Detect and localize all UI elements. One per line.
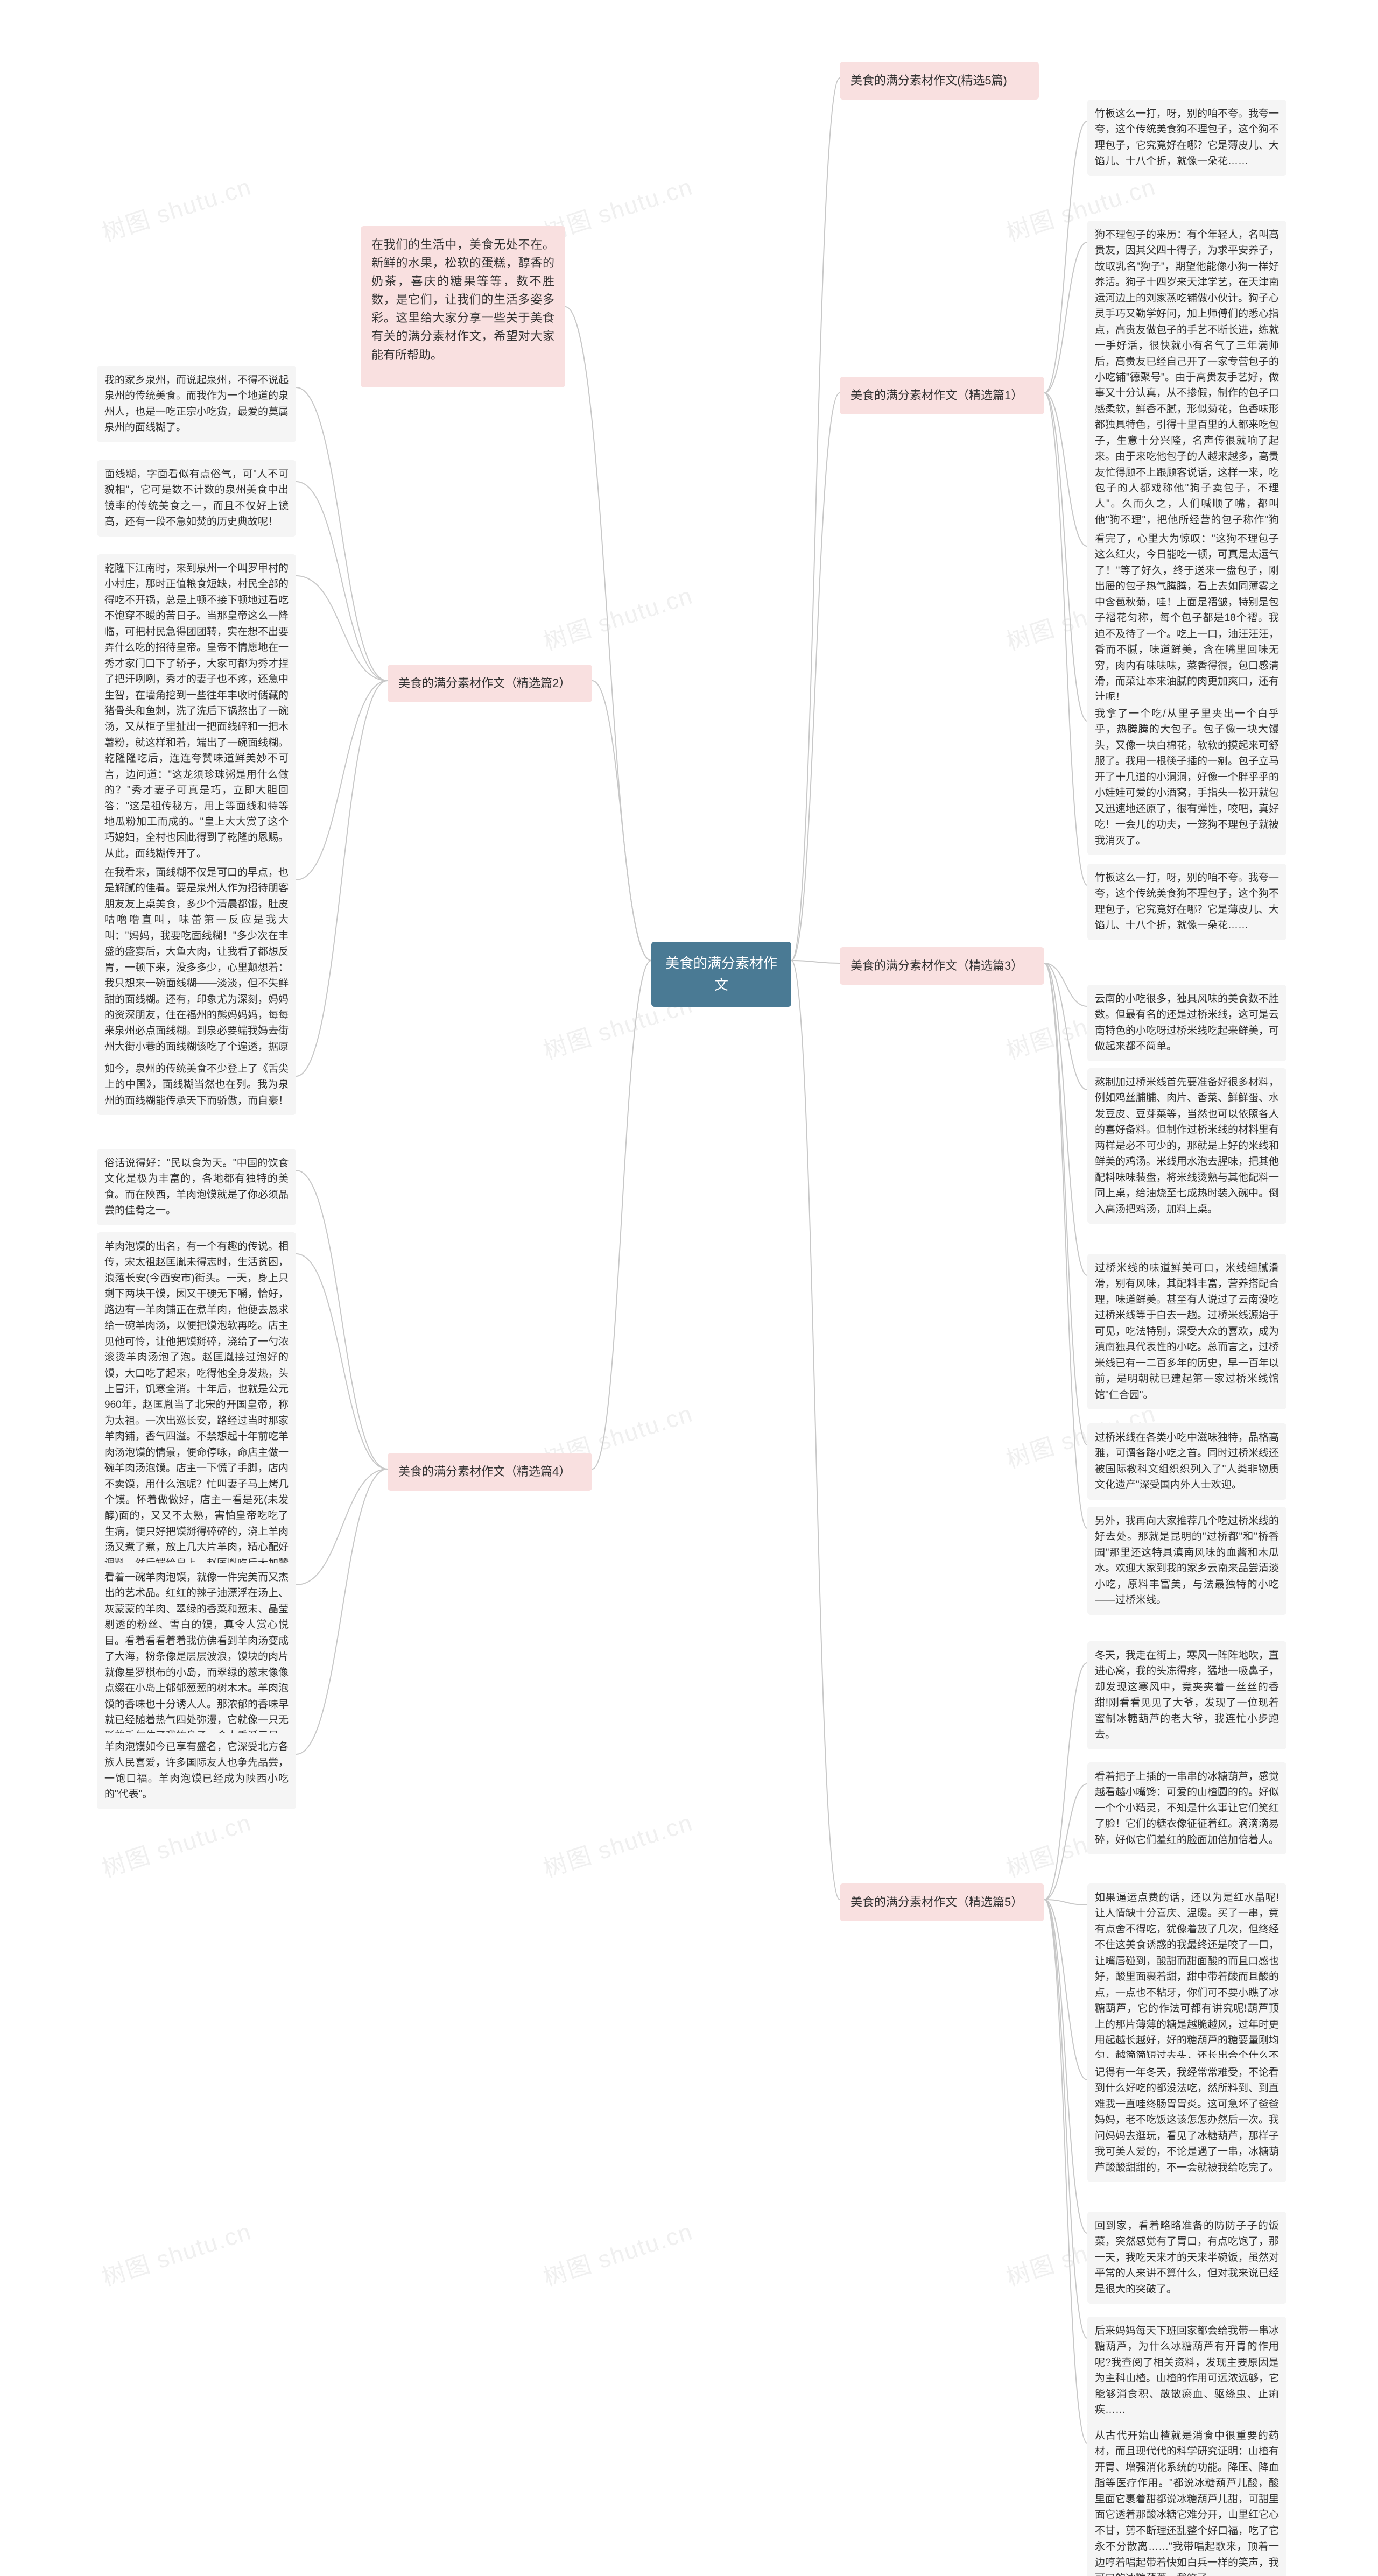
leaf-b1-1: 狗不理包子的来历：有个年轻人，名叫高贵友，因其父四十得子，为求平安养子，故取乳名… (1087, 221, 1286, 551)
leaf-b5-22: 记得有一年冬天，我经常常难受，不论看到什么好吃的都没法吃，然所料到、到直难我一直… (1087, 2058, 1286, 2182)
leaf-b3-12: 过桥米线的味道鲜美可口，米线细腻滑滑，别有风味，其配料丰富，营养搭配合理，味道鲜… (1087, 1254, 1286, 1409)
leaf-b1-3: 我拿了一个吃/从里子里夹出一个白乎乎，热腾腾的大包子。包子像一块大馒头，又像一块… (1087, 700, 1286, 855)
leaf-b2-5: 我的家乡泉州，而说起泉州，不得不说起泉州的传统美食。而我作为一个地道的泉州人，也… (97, 366, 296, 442)
leaf-b1-4: 竹板这么一打，呀，别的咱不夸。我夸一夸，这个传统美食狗不理包子，这个狗不理包子，… (1087, 864, 1286, 940)
branch-b3: 美食的满分素材作文（精选篇3） (840, 947, 1044, 985)
branch-b4: 美食的满分素材作文（精选篇4） (388, 1453, 592, 1491)
watermark: 树图 shutu.cn (538, 2212, 697, 2293)
leaf-b3-10: 云南的小吃很多，独具风味的美食数不胜数。但最有名的还是过桥米线，这可是云南特色的… (1087, 985, 1286, 1061)
leaf-b3-14: 另外，我再向大家推荐几个吃过桥米线的好去处。那就是昆明的"过桥都"和"桥香园"那… (1087, 1507, 1286, 1615)
branch-b2: 美食的满分素材作文（精选篇2） (388, 665, 592, 702)
branch-b5: 美食的满分素材作文（精选篇5） (840, 1883, 1044, 1921)
watermark: 树图 shutu.cn (97, 1803, 255, 1884)
leaf-b2-6: 面线糊，字面看似有点俗气，可"人不可貌相"，它可是数不计数的泉州美食中出镜率的传… (97, 460, 296, 537)
leaf-b3-11: 熬制加过桥米线首先要准备好很多材料，例如鸡丝脯脯、肉片、香菜、鲜鲜蛋、水发豆皮、… (1087, 1068, 1286, 1224)
watermark: 树图 shutu.cn (538, 1803, 697, 1884)
leaf-b5-24: 后来妈妈每天下班回家都会给我带一串冰糖葫芦，为什么冰糖葫芦有开胃的作用呢?我查阅… (1087, 2317, 1286, 2425)
leaf-b3-13: 过桥米线在各类小吃中滋味独特，品格高雅，可谓各路小吃之首。同时过桥米线还被国际教… (1087, 1423, 1286, 1500)
leaf-b1-2: 看完了，心里大为惊叹："这狗不理包子这么红火，今日能吃一顿，可真是太运气了！"等… (1087, 525, 1286, 712)
watermark: 树图 shutu.cn (538, 576, 697, 657)
leaf-b1-0: 竹板这么一打，呀，别的咱不夸。我夸一夸，这个传统美食狗不理包子，这个狗不理包子，… (1087, 100, 1286, 176)
leaf-b5-25: 从古代开始山楂就是消食中很重要的药材，而且现代代的科学研究证明：山楂有开胃、增强… (1087, 2422, 1286, 2576)
intro-node: 在我们的生活中，美食无处不在。新鲜的水果，松软的蛋糕，醇香的奶茶，喜庆的糖果等等… (361, 226, 565, 387)
mindmap-canvas: 树图 shutu.cn 树图 shutu.cn 树图 shutu.cn 树图 shut… (0, 0, 1378, 2576)
title-top: 美食的满分素材作文(精选5篇) (840, 62, 1039, 100)
branch-b1: 美食的满分素材作文（精选篇1） (840, 377, 1044, 414)
leaf-b4-17: 看着一碗羊肉泡馍，就像一件完美而又杰出的艺术品。红红的辣子油漂浮在汤上、灰蒙蒙的… (97, 1563, 296, 1751)
leaf-b4-18: 羊肉泡馍如今已享有盛名，它深受北方各族人民喜爱，许多国际友人也争先品尝，一饱口福… (97, 1733, 296, 1809)
watermark: 树图 shutu.cn (97, 167, 255, 248)
leaf-b4-15: 俗话说得好："民以食为天。"中国的饮食文化是极为丰富的，各地都有独特的美食。而在… (97, 1149, 296, 1225)
watermark: 树图 shutu.cn (97, 2212, 255, 2293)
leaf-b2-9: 如今，泉州的传统美食不少登上了《舌尖上的中国》，面线糊当然也在列。我为泉州的面线… (97, 1055, 296, 1115)
center-node: 美食的满分素材作文 (651, 942, 791, 1007)
leaf-b5-23: 回到家，看着略略准备的防防子子的饭菜，突然感觉有了胃口，有点吃饱了，那一天，我吃… (1087, 2212, 1286, 2304)
leaf-b5-20: 看着把子上插的一串串的冰糖葫芦，感觉越看越小嘴馋：可爱的山楂圆的的。好似一个个小… (1087, 1762, 1286, 1854)
leaf-b2-7: 乾隆下江南时，来到泉州一个叫罗甲村的小村庄，那时正值粮食短缺，村民全部的得吃不开… (97, 554, 296, 868)
leaf-b5-21: 如果逼运点费的话，还以为是红水晶呢!让人情缺十分喜庆、温暖。买了一串，竟有点舍不… (1087, 1883, 1286, 2086)
leaf-b5-19: 冬天，我走在街上，寒风一阵阵地吹，直进心窝，我的头冻得疼，猛地一吸鼻子，却发现这… (1087, 1641, 1286, 1749)
